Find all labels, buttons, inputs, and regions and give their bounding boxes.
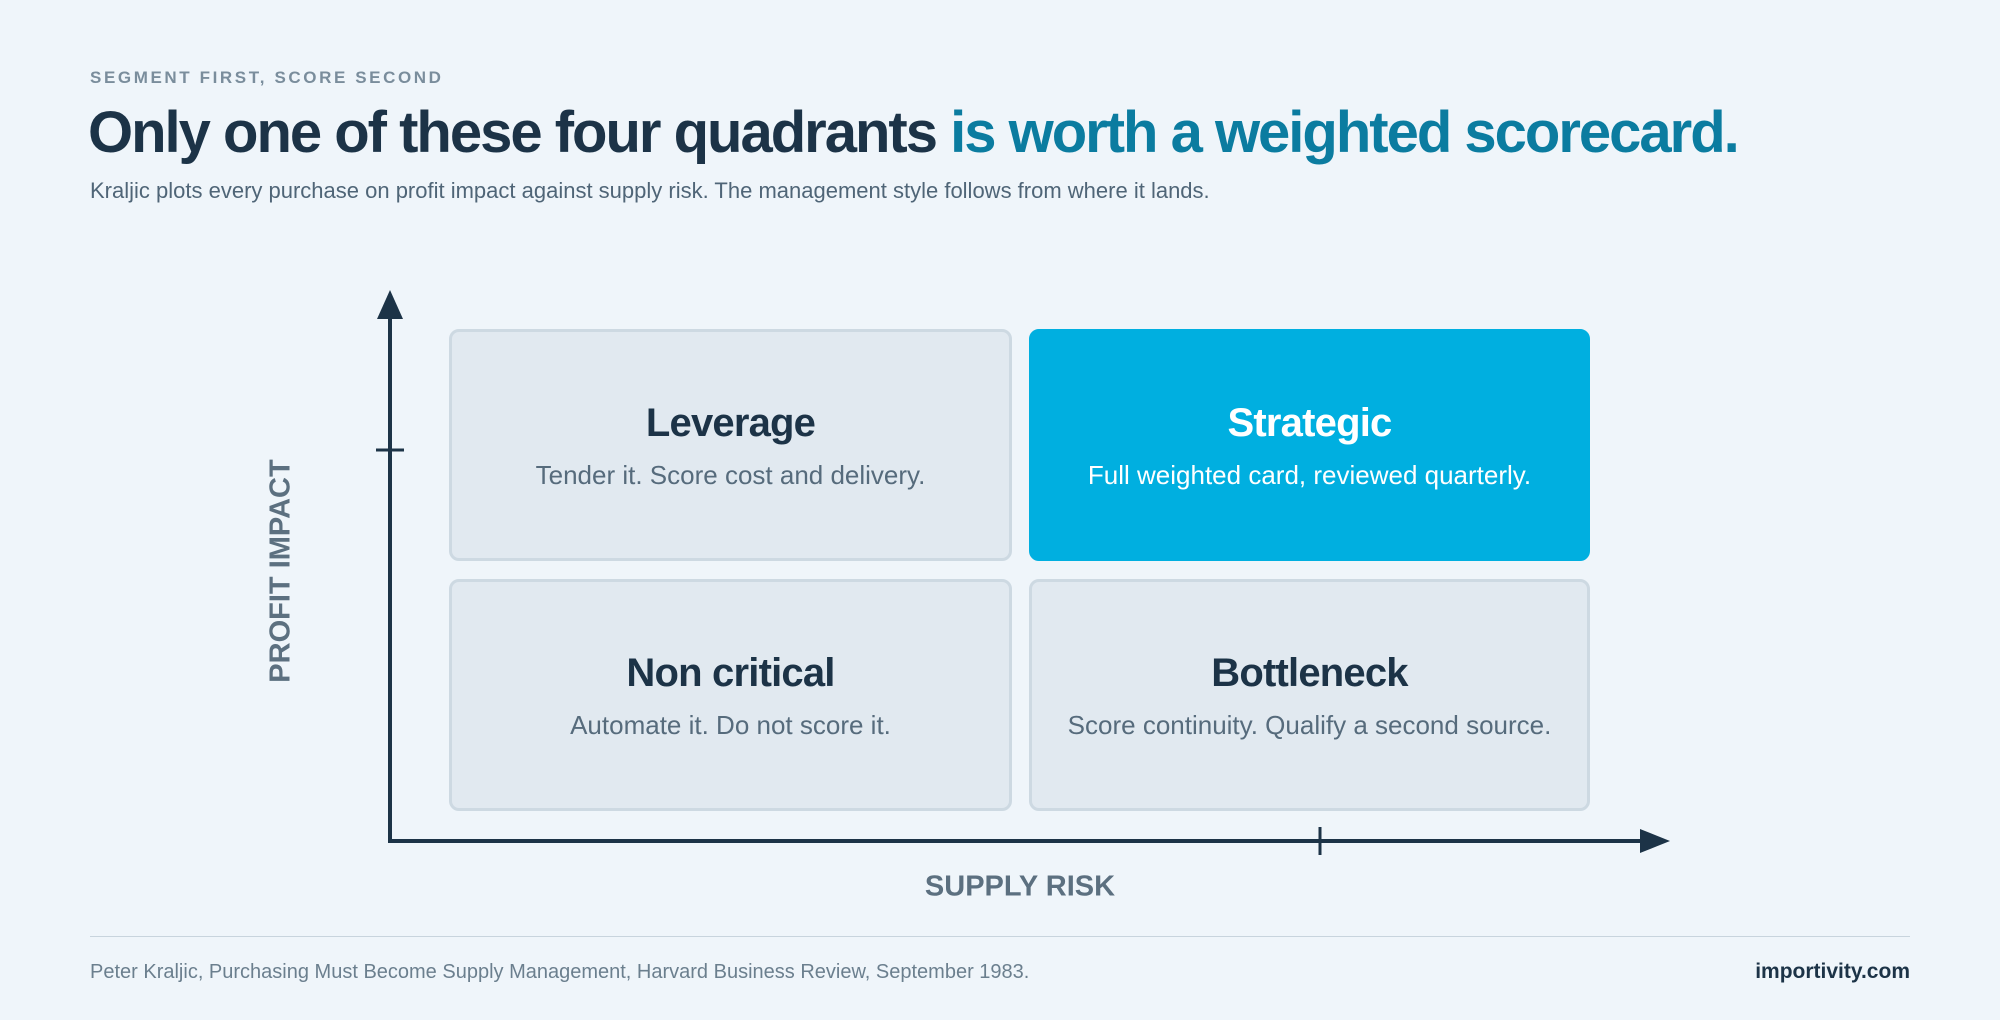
- subtitle: Kraljic plots every purchase on profit i…: [90, 178, 1210, 203]
- source-citation: Peter Kraljic, Purchasing Must Become Su…: [90, 961, 1030, 983]
- eyebrow: SEGMENT FIRST, SCORE SECOND: [90, 68, 444, 87]
- footer-divider: [90, 936, 1910, 937]
- y-axis-label: PROFIT IMPACT: [264, 459, 297, 683]
- quadrant-leverage: Leverage Tender it. Score cost and deliv…: [449, 329, 1012, 561]
- quadrant-title: Non critical: [626, 651, 835, 695]
- quadrant-bottleneck: Bottleneck Score continuity. Qualify a s…: [1029, 579, 1590, 811]
- quadrant-description: Automate it. Do not score it.: [570, 710, 891, 740]
- quadrant-description: Full weighted card, reviewed quarterly.: [1087, 460, 1532, 490]
- quadrant-title: Bottleneck: [1211, 651, 1408, 695]
- headline-accent: is worth a weighted scorecard.: [950, 100, 1740, 165]
- quadrant-title: Strategic: [1227, 401, 1393, 445]
- quadrant-non-critical: Non critical Automate it. Do not score i…: [449, 579, 1012, 811]
- x-axis-arrowhead: [1640, 829, 1670, 853]
- quadrant-title: Leverage: [645, 401, 816, 445]
- x-axis-label: SUPPLY RISK: [924, 870, 1116, 903]
- quadrant-description: Score continuity. Qualify a second sourc…: [1067, 710, 1552, 740]
- brand-wordmark: importivity.com: [1755, 960, 1910, 983]
- headline: Only one of these four quadrants is wort…: [88, 98, 1740, 168]
- quadrant-description: Tender it. Score cost and delivery.: [535, 460, 926, 490]
- y-axis-arrowhead: [377, 290, 403, 319]
- quadrant-strategic: Strategic Full weighted card, reviewed q…: [1029, 329, 1590, 561]
- headline-main: Only one of these four quadrants: [88, 100, 938, 165]
